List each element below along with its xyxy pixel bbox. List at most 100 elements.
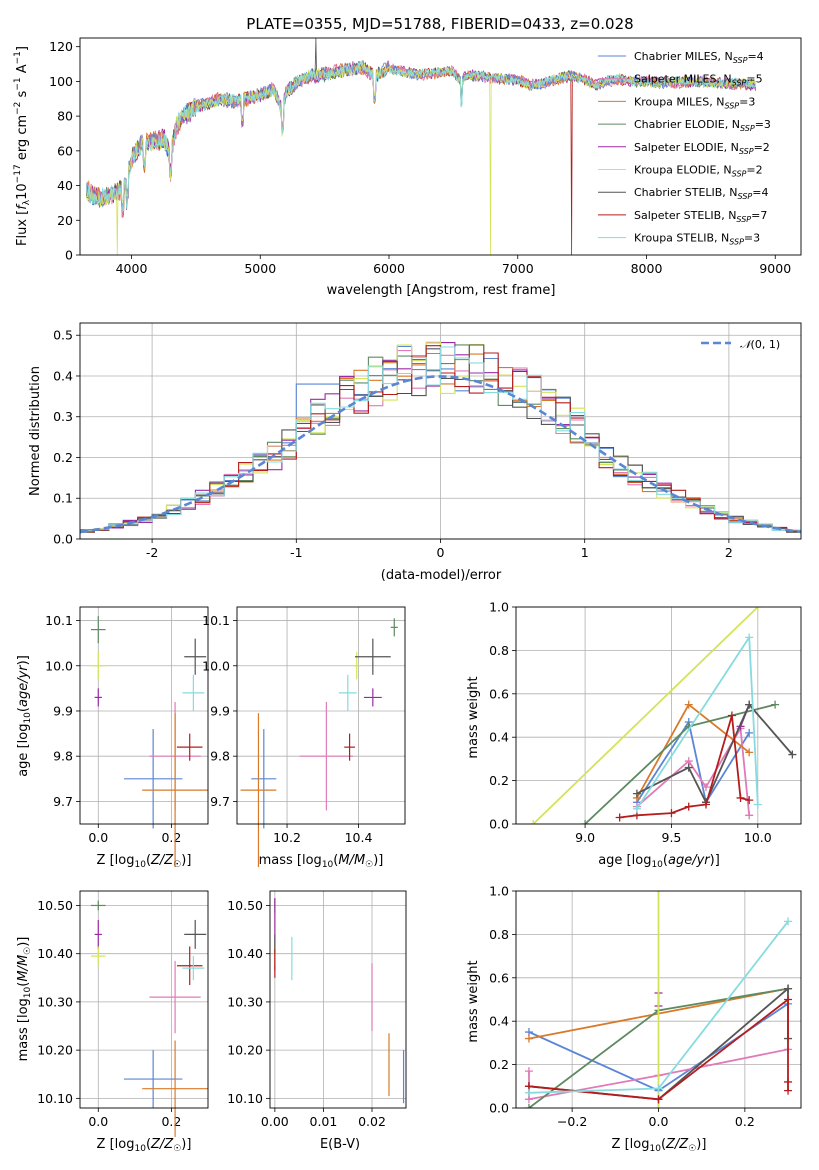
x-axis-label: Z [log10(Z/Z☉)] <box>97 853 192 870</box>
errorbar-point <box>142 1040 208 1137</box>
weight-point-marker <box>615 813 624 822</box>
weight-point-marker <box>753 800 762 809</box>
x-axis-label: age [log10(age/yr)] <box>598 853 720 870</box>
errorbar-point <box>149 960 201 1034</box>
weight-point-marker <box>684 802 693 811</box>
x-tick-label: 0.2 <box>735 1114 755 1129</box>
weight-point-marker <box>667 809 676 818</box>
errorbar-point <box>182 956 205 981</box>
errorbar-point <box>344 733 355 761</box>
spectrum-lines <box>86 38 756 255</box>
y-tick-label: 40 <box>57 178 73 193</box>
errorbar-point <box>176 946 203 986</box>
x-tick-label: 10.2 <box>273 830 301 845</box>
y-axis-label: Normed distribution <box>28 366 43 496</box>
x-tick-label: 0.0 <box>88 830 108 845</box>
y-tick-label: 10.50 <box>37 898 73 913</box>
errorbar-point <box>184 638 207 675</box>
legend-label: 𝒩(0, 1) <box>740 338 780 351</box>
weight-vs-age-panel: 9.0 9.5 10.0 0.0 0.2 0.4 0.6 0.8 1.0 mass weight a… <box>466 600 802 870</box>
errorbar-point <box>90 616 106 644</box>
y-tick-label: 10.10 <box>227 1091 263 1106</box>
y-tick-label: 0.5 <box>53 328 73 343</box>
x-tick-label: 0.00 <box>261 1114 289 1129</box>
axes-frame <box>79 890 209 1109</box>
weight-point-marker <box>784 917 793 926</box>
y-tick-label: 10.0 <box>202 658 230 673</box>
weight-point-marker <box>727 711 736 720</box>
figure-title: PLATE=0355, MJD=51788, FIBERID=0433, z=0… <box>246 15 633 33</box>
legend-label: Salpeter STELIB, NSSP=7 <box>634 209 767 224</box>
errorbar-point <box>299 701 354 811</box>
errorbar-point <box>240 713 277 867</box>
y-tick-label: 10.40 <box>227 946 263 961</box>
y-tick-label: 0.6 <box>489 686 509 701</box>
weight-point-marker <box>702 800 710 809</box>
weight-point-marker <box>784 984 793 993</box>
spectrum-line <box>86 60 756 212</box>
x-tick-label: 0.2 <box>161 1114 181 1129</box>
spectrum-line <box>86 61 756 255</box>
x-tick-label: -1 <box>290 545 302 560</box>
weight-point-marker <box>524 1034 533 1043</box>
x-axis-label: mass [log10(M/M☉)] <box>259 853 384 870</box>
legend-label: Kroupa MILES, NSSP=3 <box>634 95 755 110</box>
y-tick-label: 0.4 <box>489 730 509 745</box>
weight-point-marker <box>581 820 590 824</box>
weight-lines <box>524 891 793 1108</box>
y-tick-label: 0.2 <box>53 450 73 465</box>
y-tick-label: 0.3 <box>53 409 73 424</box>
y-axis-label: mass weight <box>466 960 481 1042</box>
errorbar-point <box>90 652 106 680</box>
age-vs-mass-panel: 10.2 10.4 9.7 9.8 9.9 10.0 10.1 mass [log10(M/M… <box>202 606 406 870</box>
y-tick-label: 0.4 <box>489 1014 509 1029</box>
y-tick-label: 10.0 <box>45 658 73 673</box>
weight-point-marker <box>784 1077 793 1086</box>
y-tick-label: 0.8 <box>489 643 509 658</box>
spectrum-panel: 4000 5000 6000 7000 8000 9000 0 20 40 60 80 100 120 F… <box>13 37 802 298</box>
weight-series-line <box>636 721 750 804</box>
y-tick-label: 1.0 <box>489 600 509 615</box>
y-tick-label: 0.0 <box>53 532 73 547</box>
weight-point-marker <box>745 796 754 805</box>
residual-histogram-panel: -2 -1 0 1 2 0.0 0.1 0.2 0.3 0.4 0.5 Normed distribu… <box>28 322 802 583</box>
x-tick-label: 9000 <box>759 261 791 276</box>
axes-frame <box>79 322 802 540</box>
weight-point-marker <box>784 1086 793 1095</box>
y-tick-label: 1.0 <box>489 884 509 899</box>
weight-point-marker <box>654 1084 663 1093</box>
weight-series-line <box>532 607 759 824</box>
errorbar-point <box>354 638 391 675</box>
y-tick-label: 0.8 <box>489 927 509 942</box>
errorbar-point <box>363 688 382 707</box>
x-tick-label: 5000 <box>244 261 276 276</box>
x-axis-label: (data-model)/error <box>381 568 502 583</box>
y-axis-label: mass [log10(M/M☉)] <box>16 937 33 1062</box>
weight-point-marker <box>784 995 793 1004</box>
x-tick-label: 0.0 <box>88 1114 108 1129</box>
errorbar-point <box>390 618 398 637</box>
y-tick-label: 9.8 <box>210 749 230 764</box>
legend-label: Chabrier STELIB, NSSP=4 <box>634 186 768 201</box>
weight-point-marker <box>745 811 754 820</box>
y-tick-label: 10.1 <box>202 613 230 628</box>
y-tick-label: 10.20 <box>227 1043 263 1058</box>
errorbar-point <box>123 1050 183 1108</box>
x-tick-label: 9.5 <box>662 830 682 845</box>
axes-frame <box>79 37 802 256</box>
y-axis-label: mass weight <box>466 676 481 758</box>
x-axis-label: E(B-V) <box>320 1137 360 1152</box>
y-axis-label: Flux [fλ10−17 erg cm−2 s−1 A−1] <box>13 46 32 246</box>
errorbar-point <box>90 900 106 911</box>
y-tick-label: 10.20 <box>37 1043 73 1058</box>
x-tick-label: 9.0 <box>575 830 595 845</box>
y-tick-label: 0.0 <box>489 817 509 832</box>
y-tick-label: 9.9 <box>210 703 230 718</box>
y-tick-label: 80 <box>57 109 73 124</box>
y-tick-label: 10.10 <box>37 1091 73 1106</box>
weight-series-line <box>619 714 750 819</box>
weight-point-marker <box>632 789 641 798</box>
weight-vs-metallicity-panel: −0.2 0.0 0.2 0.0 0.2 0.4 0.6 0.8 1.0 mass weight Z… <box>466 884 802 1154</box>
y-tick-label: 10.40 <box>37 946 73 961</box>
